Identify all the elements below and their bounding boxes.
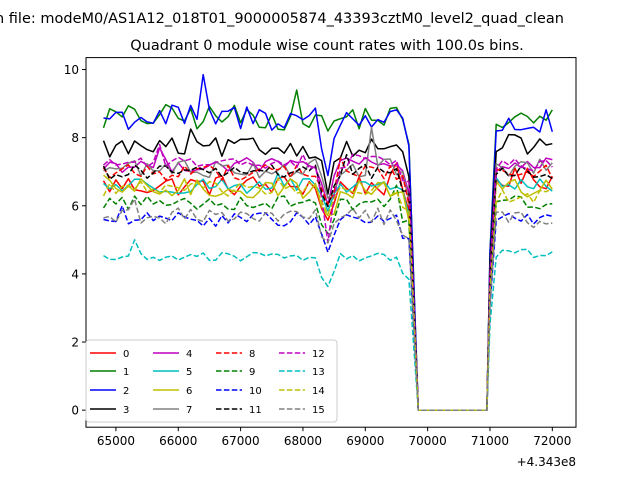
legend-label-8: 8: [249, 349, 255, 360]
x-tick-label: 65000: [97, 434, 135, 448]
legend-label-9: 9: [249, 367, 255, 378]
y-tick-label: 4: [71, 267, 79, 281]
series-line-14: [102, 177, 553, 411]
legend-label-15: 15: [312, 405, 325, 416]
legend-label-11: 11: [249, 405, 262, 416]
legend-label-3: 3: [123, 405, 129, 416]
y-tick-label: 0: [71, 404, 79, 418]
legend-label-5: 5: [186, 367, 192, 378]
legend-label-0: 0: [123, 349, 129, 360]
y-axis: 0 2 4 6 8 10: [64, 63, 86, 418]
x-offset-label: +4.343e8: [517, 455, 576, 469]
x-tick-label: 66000: [159, 434, 197, 448]
x-axis: 65000 66000 67000 68000 69000 70000 71000 72000: [97, 427, 571, 448]
x-tick-label: 67000: [222, 434, 260, 448]
x-tick-label: 72000: [533, 434, 571, 448]
legend-label-1: 1: [123, 367, 129, 378]
y-tick-label: 8: [71, 131, 79, 145]
legend-label-4: 4: [186, 349, 192, 360]
x-tick-label: 70000: [409, 434, 447, 448]
legend-label-10: 10: [249, 386, 262, 397]
x-tick-label: 69000: [346, 434, 384, 448]
legend-label-13: 13: [312, 367, 325, 378]
series-layer: [102, 73, 554, 411]
x-tick-label: 71000: [471, 434, 509, 448]
legend-label-7: 7: [186, 405, 192, 416]
y-tick-label: 2: [71, 336, 79, 350]
y-tick-label: 10: [64, 63, 79, 77]
chart-title: Quadrant 0 module wise count rates with …: [130, 38, 524, 54]
series-line-8: [102, 157, 553, 411]
legend-frame: [85, 339, 338, 423]
y-tick-label: 6: [71, 199, 79, 213]
legend-label-6: 6: [186, 386, 192, 397]
x-tick-label: 68000: [284, 434, 322, 448]
legend-label-2: 2: [123, 386, 129, 397]
figure-suptitle: n file: modeM0/AS1A12_018T01_9000005874_…: [0, 11, 564, 27]
legend-label-14: 14: [312, 386, 325, 397]
plot-frame: [85, 57, 577, 428]
legend-label-12: 12: [312, 349, 325, 360]
series-line-15: [103, 198, 553, 411]
